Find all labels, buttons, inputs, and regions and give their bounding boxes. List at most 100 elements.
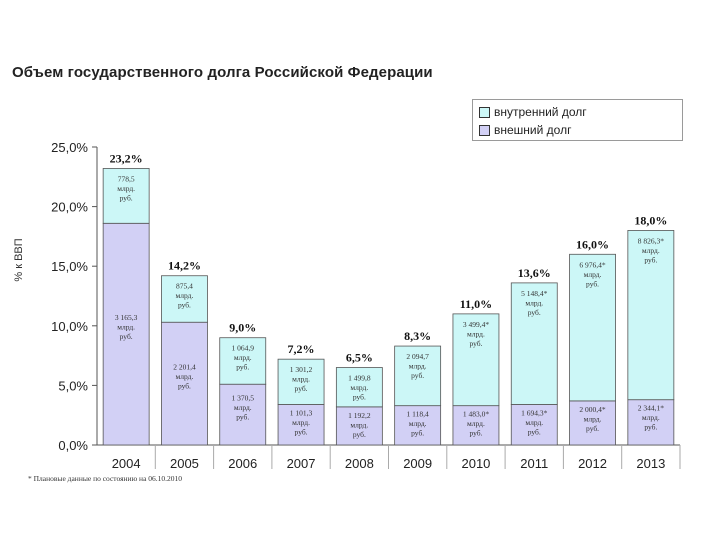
- bar-internal: [569, 253, 616, 402]
- x-tick-label: 2013: [636, 456, 665, 471]
- bar-external: [394, 405, 442, 446]
- bar-internal: [452, 313, 500, 407]
- bar-internal: [102, 168, 150, 224]
- internal-value-label: 1 064,9: [232, 344, 255, 353]
- external-value-label: 2 344,1*: [638, 404, 665, 413]
- legend-item-internal: внутренний долг: [479, 105, 587, 119]
- total-label: 23,2%: [110, 151, 143, 165]
- total-label: 9,0%: [229, 321, 256, 335]
- x-tick-label: 2006: [228, 456, 257, 471]
- external-value-label: млрд.: [176, 372, 194, 381]
- legend: внутренний долг внешний долг: [472, 99, 683, 141]
- internal-value-label: 6 976,4*: [579, 260, 606, 269]
- total-label: 18,0%: [634, 213, 667, 227]
- internal-value-label: руб.: [411, 371, 424, 380]
- y-tick-label: 5,0%: [58, 378, 88, 393]
- external-value-label: млрд.: [467, 419, 485, 428]
- internal-value-label: млрд.: [234, 353, 252, 362]
- y-tick-label: 15,0%: [51, 259, 88, 274]
- external-value-label: руб.: [295, 427, 308, 436]
- y-tick-label: 25,0%: [51, 140, 88, 155]
- total-label: 11,0%: [460, 297, 492, 311]
- y-axis-label: % к ВВП: [13, 238, 25, 281]
- internal-value-label: млрд.: [292, 375, 310, 384]
- x-tick-label: 2004: [112, 456, 141, 471]
- legend-label-internal: внутренний долг: [494, 105, 587, 119]
- external-value-label: 1 370,5: [232, 394, 255, 403]
- internal-value-label: 1 499,8: [348, 374, 371, 383]
- legend-item-external: внешний долг: [479, 123, 571, 137]
- total-label: 13,6%: [518, 266, 551, 280]
- internal-value-label: млрд.: [642, 246, 660, 255]
- internal-value-label: млрд.: [350, 383, 368, 392]
- internal-value-label: 778,5: [118, 174, 135, 183]
- x-tick-label: 2008: [345, 456, 374, 471]
- internal-value-label: млрд.: [525, 298, 543, 307]
- bar-external: [510, 404, 558, 446]
- internal-value-label: руб.: [295, 384, 308, 393]
- external-value-label: млрд.: [525, 418, 543, 427]
- legend-swatch-external: [479, 124, 490, 136]
- external-value-label: руб.: [411, 429, 424, 438]
- internal-value-label: руб.: [178, 301, 191, 310]
- y-tick-label: 0,0%: [58, 438, 88, 453]
- external-value-label: 1 101,3: [290, 408, 313, 417]
- y-tick-label: 10,0%: [51, 319, 88, 334]
- total-label: 6,5%: [346, 351, 373, 365]
- bar-internal: [510, 282, 558, 405]
- external-value-label: руб.: [586, 424, 599, 433]
- internal-value-label: руб.: [353, 393, 366, 402]
- external-value-label: руб.: [528, 427, 541, 436]
- bar-internal: [161, 275, 208, 323]
- total-label: 8,3%: [404, 329, 431, 343]
- external-value-label: 1 118,4: [407, 410, 429, 419]
- external-value-label: млрд.: [117, 323, 135, 332]
- external-value-label: руб.: [644, 423, 657, 432]
- x-tick-label: 2012: [578, 456, 607, 471]
- external-value-label: млрд.: [409, 419, 427, 428]
- internal-value-label: 2 094,7: [406, 352, 429, 361]
- y-tick-label: 20,0%: [51, 200, 88, 215]
- external-value-label: руб.: [178, 382, 191, 391]
- x-tick-label: 2005: [170, 456, 199, 471]
- external-value-label: 1 192,2: [348, 411, 371, 420]
- x-tick-label: 2009: [403, 456, 432, 471]
- bar-internal: [627, 230, 675, 401]
- legend-label-external: внешний долг: [494, 123, 572, 137]
- external-value-label: млрд.: [584, 414, 602, 423]
- external-value-label: 1 694,3*: [521, 408, 548, 417]
- x-tick-label: 2011: [520, 456, 548, 471]
- internal-value-label: млрд.: [584, 270, 602, 279]
- x-tick-label: 2007: [287, 456, 316, 471]
- internal-value-label: руб.: [469, 339, 482, 348]
- internal-value-label: 1 301,2: [290, 365, 313, 374]
- bar-external: [102, 222, 150, 446]
- bar-internal: [335, 367, 383, 408]
- internal-value-label: 3 499,4*: [463, 320, 490, 329]
- external-value-label: 1 483,0*: [463, 410, 490, 419]
- external-value-label: млрд.: [292, 418, 310, 427]
- external-value-label: руб.: [120, 332, 133, 341]
- internal-value-label: млрд.: [467, 329, 485, 338]
- bar-internal: [277, 358, 325, 405]
- internal-value-label: руб.: [586, 279, 599, 288]
- internal-value-label: млрд.: [117, 184, 135, 193]
- internal-value-label: 8 826,3*: [638, 236, 665, 245]
- total-label: 14,2%: [168, 259, 201, 273]
- external-value-label: млрд.: [234, 403, 252, 412]
- internal-value-label: 875,4: [176, 282, 193, 291]
- bar-external: [161, 321, 208, 446]
- external-value-label: руб.: [236, 413, 249, 422]
- bar-external: [627, 399, 675, 446]
- bar-internal: [394, 345, 442, 407]
- internal-value-label: млрд.: [176, 291, 194, 300]
- internal-value-label: млрд.: [409, 362, 427, 371]
- footnote: * Плановые данные по состоянию на 06.10.…: [28, 474, 183, 483]
- internal-value-label: 5 148,4*: [521, 289, 548, 298]
- external-value-label: 2 000,4*: [579, 405, 606, 414]
- chart-title: Объем государственного долга Российской …: [12, 64, 433, 81]
- external-value-label: руб.: [353, 430, 366, 439]
- external-value-label: млрд.: [350, 420, 368, 429]
- bar-external: [277, 404, 325, 446]
